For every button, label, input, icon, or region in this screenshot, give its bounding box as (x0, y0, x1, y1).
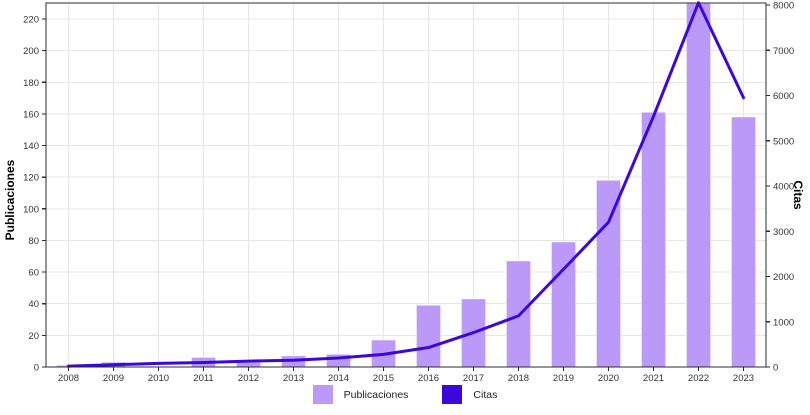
left-axis-title: Publicaciones (3, 159, 17, 241)
tick-label: 220 (23, 15, 39, 26)
tick-label: 0 (34, 363, 39, 374)
legend-label-publicaciones: Publicaciones (343, 388, 409, 401)
tick-label: 160 (23, 109, 39, 120)
bar-2022 (686, 2, 711, 368)
legend: Publicaciones Citas (0, 385, 810, 404)
tick-label: 1000 (773, 317, 794, 328)
tick-label: 140 (23, 141, 39, 152)
tick-label: 40 (28, 299, 39, 310)
right-axis-title: Citas (791, 180, 805, 210)
legend-item-citas: Citas (442, 385, 497, 404)
tick-label: 2017 (463, 373, 484, 384)
tick-label: 2019 (553, 373, 574, 384)
tick-label: 2012 (238, 373, 259, 384)
tick-label: 5000 (773, 136, 794, 147)
bar-2012 (236, 361, 261, 368)
legend-item-publicaciones: Publicaciones (312, 385, 409, 404)
publicaciones-swatch-icon (312, 385, 333, 404)
tick-label: 7000 (773, 46, 794, 57)
tick-label: 4000 (773, 182, 794, 193)
legend-label-citas: Citas (473, 388, 498, 401)
tick-label: 2014 (328, 373, 349, 384)
tick-label: 120 (23, 173, 39, 184)
tick-label: 100 (23, 204, 39, 215)
citas-swatch-icon (442, 385, 463, 404)
tick-label: 0 (773, 363, 778, 374)
tick-label: 3000 (773, 227, 794, 238)
tick-label: 2009 (103, 373, 124, 384)
tick-label: 2015 (373, 373, 394, 384)
tick-label: 80 (28, 236, 39, 247)
bar-2016 (416, 304, 441, 368)
tick-label: 8000 (773, 1, 794, 12)
tick-label: 2023 (733, 373, 754, 384)
tick-label: 6000 (773, 91, 794, 102)
tick-label: 200 (23, 46, 39, 57)
tick-label: 2016 (418, 373, 439, 384)
tick-label: 2000 (773, 272, 794, 283)
citas-line (67, 1, 745, 368)
tick-label: 2010 (148, 373, 169, 384)
tick-label: 60 (28, 268, 39, 279)
tick-label: 2020 (598, 373, 619, 384)
bar-2023 (731, 116, 756, 368)
tick-label: 180 (23, 78, 39, 89)
tick-label: 2018 (508, 373, 529, 384)
tick-label: 20 (28, 331, 39, 342)
tick-label: 2013 (283, 373, 304, 384)
tick-label: 2008 (58, 373, 79, 384)
tick-label: 2021 (643, 373, 664, 384)
tick-label: 2011 (193, 373, 213, 384)
bar-2020 (596, 179, 621, 368)
panel-border (45, 2, 767, 368)
tick-label: 2022 (688, 373, 709, 384)
bar-2021 (641, 111, 666, 368)
